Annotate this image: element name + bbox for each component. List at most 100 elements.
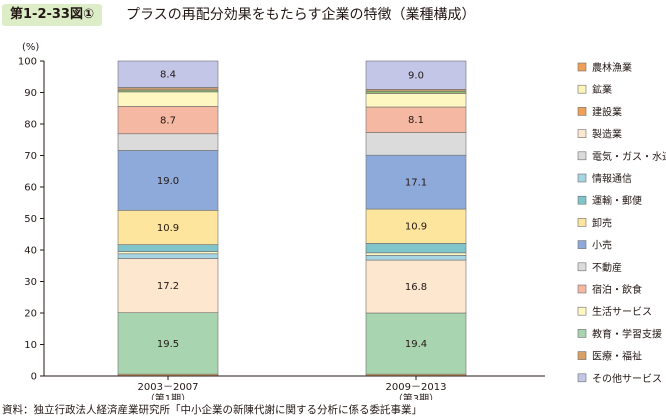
bar-segment [365, 93, 467, 108]
bar-stack-1: 19.5 17.2 10.9 19.0 8.7 8.4 [117, 60, 219, 377]
data-label: 19.5 [157, 339, 179, 350]
x-axis: 2003－2007（第1期） 2009－2013（第3期） [44, 375, 545, 400]
y-tick-label: 0 [31, 372, 37, 383]
legend-label: 宿泊・飲食 [592, 283, 642, 296]
x-category-label: 2009－2013 [386, 382, 447, 393]
bars-group: 19.5 17.2 10.9 19.0 8.7 8.4 19.4 16.8 10.9 17.1 8.… [117, 60, 467, 377]
legend-swatch [577, 306, 587, 316]
legend-label: 建設業 [592, 105, 622, 118]
legend-swatch [577, 351, 587, 360]
legend-label: 小売 [592, 239, 612, 252]
legend-item: 宿泊・飲食 [577, 283, 642, 296]
legend-item: 教育・学習支援 [577, 327, 662, 340]
legend-swatch [577, 218, 587, 227]
bar-segment [117, 210, 219, 245]
y-tick-label: 80 [24, 120, 37, 131]
legend-swatch [577, 84, 587, 94]
y-tick-label: 70 [24, 151, 37, 162]
legend-label: その他サービス [592, 372, 662, 385]
y-tick-label: 50 [24, 214, 37, 225]
data-label: 16.8 [405, 282, 427, 293]
legend-item: 運輸・郵便 [577, 194, 642, 207]
bar-segment [365, 90, 467, 94]
bar-segment [117, 312, 219, 375]
data-label: 10.9 [405, 222, 427, 233]
x-category-sublabel: （第3期） [393, 392, 439, 400]
y-tick-label: 90 [24, 88, 37, 99]
legend-label: 卸売 [592, 216, 612, 229]
y-tick-label: 10 [24, 340, 37, 351]
legend-item: 卸売 [577, 216, 612, 229]
legend-item: 農林漁業 [577, 61, 632, 74]
bar-segment [365, 208, 467, 244]
legend-item: 情報通信 [577, 172, 632, 185]
data-label: 9.0 [408, 71, 424, 82]
legend-item: 医療・福祉 [577, 350, 642, 363]
bar-segment [117, 106, 219, 135]
bar-segment [365, 60, 467, 90]
bar-segment [365, 255, 467, 261]
bar-segment [365, 154, 467, 210]
bar-segment [117, 253, 219, 259]
y-tick-label: 30 [24, 277, 37, 288]
bar-segment [117, 60, 219, 88]
source-note: 資料：独立行政法人経済産業研究所「中小企業の新陳代謝に関する分析に係る委託事業」 [2, 404, 422, 416]
legend-swatch [577, 373, 587, 383]
y-tick-label: 60 [24, 183, 37, 194]
legend-label: 教育・学習支援 [592, 327, 662, 340]
figure-title: プラスの再配分効果をもたらす企業の特徴（業種構成） [126, 7, 476, 23]
data-label: 19.0 [157, 176, 179, 187]
bar-segment [365, 312, 467, 375]
y-axis-unit-label: (%) [22, 42, 39, 53]
legend-swatch [577, 240, 587, 249]
data-label: 8.4 [160, 70, 176, 81]
legend-item: 製造業 [577, 128, 622, 141]
bar-segment [117, 244, 219, 252]
bar-segment [117, 258, 219, 313]
legend-item: 不動産 [577, 261, 622, 274]
data-label: 17.1 [405, 178, 427, 189]
legend-label: 情報通信 [592, 172, 632, 185]
legend-swatch [577, 129, 587, 138]
legend-label: 鉱業 [592, 83, 612, 96]
legend-label: 農林漁業 [592, 61, 632, 74]
y-tick-label: 100 [18, 57, 37, 68]
figure-header: 第1-2-33図① プラスの再配分効果をもたらす企業の特徴（業種構成） [0, 0, 666, 30]
legend-item: 生活サービス [577, 305, 652, 318]
figure-number-badge: 第1-2-33図① [2, 4, 102, 26]
legend-label: 不動産 [592, 261, 622, 274]
data-label: 10.9 [157, 223, 179, 234]
legend-swatch [577, 262, 587, 272]
bar-segment [117, 87, 219, 91]
legend-swatch [577, 107, 587, 116]
bar-segment [117, 251, 219, 255]
legend-swatch [577, 329, 587, 338]
legend-swatch [577, 173, 587, 183]
legend-item: 鉱業 [577, 83, 612, 96]
y-tick-label: 40 [24, 246, 37, 257]
legend-item: 小売 [577, 239, 612, 252]
bar-segment [117, 133, 219, 151]
legend: 農林漁業鉱業建設業製造業電気・ガス・水道情報通信運輸・郵便卸売小売不動産宿泊・飲… [577, 61, 666, 385]
x-category-sublabel: （第1期） [145, 392, 191, 400]
legend-label: 製造業 [592, 128, 622, 141]
legend-swatch [577, 62, 587, 72]
y-tick-label: 20 [24, 309, 37, 320]
bar-segment [365, 132, 467, 156]
data-label: 8.7 [160, 116, 176, 127]
data-label: 19.4 [405, 339, 427, 350]
legend-swatch [577, 284, 587, 294]
legend-label: 運輸・郵便 [592, 194, 642, 207]
data-label: 17.2 [157, 281, 179, 292]
legend-label: 生活サービス [592, 305, 652, 318]
legend-item: 電気・ガス・水道 [577, 150, 666, 163]
bar-segment [117, 91, 219, 107]
x-category-label: 2003－2007 [138, 382, 199, 393]
data-label: 8.1 [408, 115, 424, 126]
y-axis: 0 10 20 30 40 50 60 70 80 90 100 [18, 57, 45, 383]
bar-segment [365, 243, 467, 254]
bar-segment [117, 150, 219, 211]
legend-label: 電気・ガス・水道 [592, 150, 666, 163]
legend-label: 医療・福祉 [592, 350, 642, 363]
